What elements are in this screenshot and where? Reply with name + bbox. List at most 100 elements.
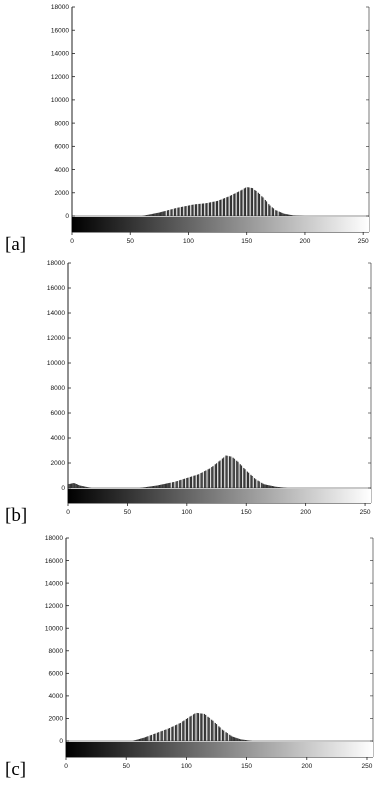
histogram-bar — [231, 736, 233, 741]
histogram-bar — [161, 730, 163, 741]
x-tick-label: 0 — [70, 238, 74, 245]
histogram-bar — [201, 713, 203, 741]
histogram-bar — [243, 188, 245, 216]
histogram-bar — [174, 481, 176, 488]
histogram-bar — [190, 715, 192, 741]
histogram-bar — [156, 212, 158, 216]
histogram-bar — [85, 486, 87, 488]
histogram-bar — [277, 211, 279, 216]
histogram-bar — [226, 455, 228, 488]
histogram-bar — [162, 484, 164, 488]
histogram-bar — [201, 203, 204, 216]
histogram-bar — [179, 722, 181, 741]
histogram-bar — [284, 213, 286, 216]
histogram-bar — [248, 472, 250, 488]
histogram-bar — [220, 199, 222, 216]
histogram-bar — [217, 725, 219, 741]
histogram-bar — [225, 455, 227, 488]
y-tick-label: 4000 — [49, 693, 64, 700]
histogram-bar — [73, 483, 75, 488]
histogram-bar — [214, 722, 216, 741]
histogram-bar — [218, 726, 220, 741]
histogram-bar — [217, 200, 219, 216]
histogram-bar — [215, 724, 218, 741]
histogram-bar — [247, 187, 249, 216]
histogram-bar — [195, 712, 197, 741]
x-tick-label: 50 — [124, 509, 132, 516]
histogram-bar — [145, 487, 148, 488]
histogram-bar — [211, 719, 213, 741]
histogram-bar — [147, 486, 149, 488]
panel-label: [b] — [5, 505, 27, 526]
histogram-bar — [147, 736, 149, 741]
histogram-bar — [198, 474, 200, 488]
histogram-bar — [183, 206, 185, 216]
histogram-bar — [250, 474, 252, 488]
histogram-bar — [274, 486, 276, 488]
histogram-bar — [185, 478, 187, 488]
x-tick-label: 200 — [300, 238, 311, 245]
histogram-bar — [211, 467, 213, 488]
histogram-bar — [241, 189, 243, 216]
histogram-bar — [176, 481, 178, 488]
x-tick-label: 250 — [358, 238, 369, 245]
histogram-bar — [138, 738, 141, 741]
histogram-bar — [177, 480, 180, 488]
histogram-bar — [207, 469, 209, 488]
histogram-bar — [150, 734, 153, 741]
histogram-bar — [226, 733, 228, 741]
histogram-bar — [209, 718, 212, 741]
histogram-bar — [163, 211, 165, 216]
histogram-bar — [279, 212, 282, 216]
histogram-bar — [154, 733, 156, 741]
histogram-bar — [157, 212, 159, 216]
y-tick-label: 18000 — [51, 4, 69, 11]
histogram-bar — [204, 203, 206, 216]
histogram-bar — [178, 207, 180, 216]
histogram-bar — [213, 201, 215, 216]
y-tick-label: 14000 — [45, 580, 63, 587]
y-tick-label: 10000 — [45, 625, 63, 632]
y-tick-label: 16000 — [47, 285, 65, 292]
y-tick-label: 8000 — [49, 648, 64, 655]
histogram-bar — [242, 466, 244, 488]
histogram-bar — [244, 469, 246, 488]
histogram-bar — [143, 487, 145, 488]
histogram-bar — [155, 213, 157, 216]
histogram-bar — [148, 486, 150, 488]
histogram-bar — [257, 192, 259, 216]
histogram-bar — [162, 211, 164, 216]
histogram-bar — [141, 738, 143, 741]
histogram-bar — [190, 476, 193, 488]
histogram-bar — [146, 736, 148, 741]
panel-label: [c] — [5, 759, 26, 780]
histogram-bar — [194, 475, 196, 488]
histogram-bar — [197, 204, 199, 216]
histogram-bar — [159, 212, 162, 216]
histogram-bar — [165, 729, 167, 741]
histogram-bar — [172, 208, 174, 216]
histogram-bar — [164, 729, 166, 741]
histogram-bar — [270, 206, 272, 216]
histogram-bar — [208, 717, 210, 741]
histogram-bar — [175, 208, 177, 216]
histogram-bar — [265, 201, 268, 216]
y-tick-label: 12000 — [51, 74, 69, 81]
x-tick-label: 100 — [181, 763, 192, 770]
histogram-bar — [206, 715, 208, 741]
histogram-bar — [182, 721, 184, 741]
histogram-bar — [276, 486, 278, 488]
histogram-bar — [231, 456, 233, 488]
histogram-bar — [248, 187, 250, 216]
histogram-bar — [198, 203, 200, 216]
histogram-bar — [152, 213, 155, 216]
y-tick-label: 2000 — [49, 716, 64, 723]
histogram-bar — [70, 483, 73, 488]
histogram-bar — [142, 737, 144, 741]
histogram-bar — [87, 487, 89, 488]
histogram-bar — [185, 206, 187, 216]
histogram-bar — [206, 202, 208, 216]
x-tick-label: 150 — [241, 509, 252, 516]
histogram-bar — [289, 214, 291, 216]
histogram-bar — [267, 485, 269, 488]
